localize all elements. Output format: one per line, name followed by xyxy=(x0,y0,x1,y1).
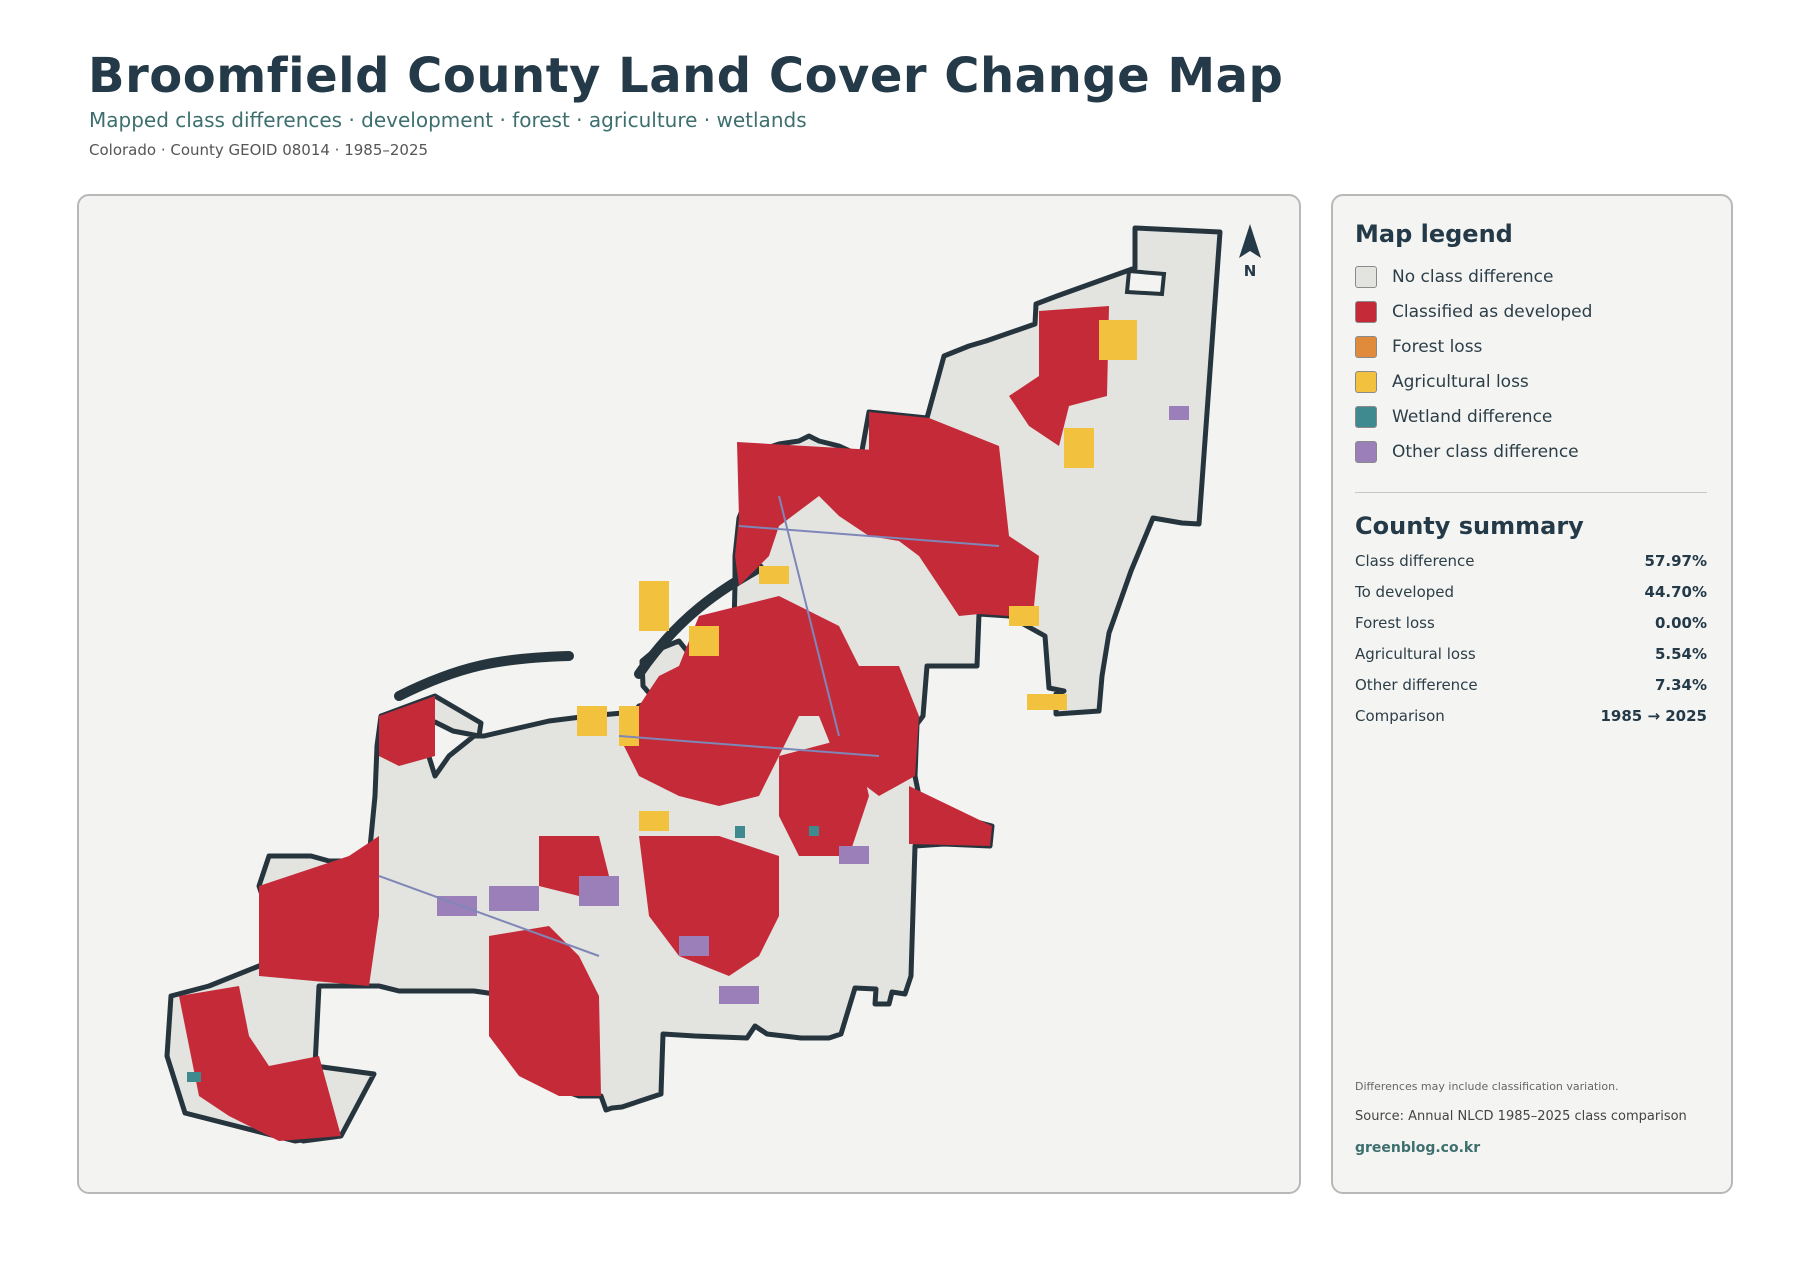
summary-value: 5.54% xyxy=(1654,645,1707,663)
north-arrow-icon xyxy=(1239,224,1261,258)
summary-label: Class difference xyxy=(1355,552,1475,570)
north-label: N xyxy=(1244,262,1257,280)
summary-row-forest-loss: Forest loss 0.00% xyxy=(1355,614,1707,634)
summary-value: 1985 → 2025 xyxy=(1600,707,1707,725)
legend-swatch xyxy=(1355,301,1377,323)
north-arrow: N xyxy=(1239,224,1261,280)
summary-value: 7.34% xyxy=(1654,676,1707,694)
page-meta: Colorado · County GEOID 08014 · 1985–202… xyxy=(89,141,429,159)
legend-swatch xyxy=(1355,441,1377,463)
summary-row-other-difference: Other difference 7.34% xyxy=(1355,676,1707,696)
summary-label: To developed xyxy=(1355,583,1455,601)
summary-label: Agricultural loss xyxy=(1355,645,1476,663)
legend-label: Other class difference xyxy=(1392,442,1579,462)
map-panel[interactable]: N xyxy=(77,194,1301,1194)
other-difference-areas xyxy=(437,406,1189,1004)
legend-swatch xyxy=(1355,266,1377,288)
legend-label: Forest loss xyxy=(1392,337,1483,357)
summary-label: Forest loss xyxy=(1355,614,1435,632)
summary-row-comparison: Comparison 1985 → 2025 xyxy=(1355,707,1707,727)
legend-swatch xyxy=(1355,406,1377,428)
developed-areas xyxy=(179,306,1109,1141)
summary-row-class-difference: Class difference 57.97% xyxy=(1355,552,1707,572)
summary-value: 57.97% xyxy=(1644,552,1707,570)
summary-label: Comparison xyxy=(1355,707,1445,725)
page-title: Broomfield County Land Cover Change Map xyxy=(88,48,1284,104)
roads xyxy=(378,495,1000,957)
summary-title: County summary xyxy=(1355,512,1584,540)
legend-title: Map legend xyxy=(1355,220,1513,248)
side-panel: Map legend No class difference Classifie… xyxy=(1331,194,1733,1194)
footnote: Differences may include classification v… xyxy=(1355,1080,1619,1093)
source-credit: Source: Annual NLCD 1985–2025 class comp… xyxy=(1355,1109,1687,1124)
site-link[interactable]: greenblog.co.kr xyxy=(1355,1140,1481,1156)
legend-label: No class difference xyxy=(1392,267,1554,287)
legend-label: Classified as developed xyxy=(1392,302,1593,322)
legend-swatch xyxy=(1355,371,1377,393)
panel-divider xyxy=(1355,492,1707,493)
summary-value: 44.70% xyxy=(1644,583,1707,601)
summary-value: 0.00% xyxy=(1654,614,1707,632)
county-map[interactable]: N xyxy=(79,196,1301,1194)
legend-label: Agricultural loss xyxy=(1392,372,1529,392)
county-notch xyxy=(1124,268,1167,297)
summary-label: Other difference xyxy=(1355,676,1478,694)
legend-label: Wetland difference xyxy=(1392,407,1553,427)
summary-row-to-developed: To developed 44.70% xyxy=(1355,583,1707,603)
summary-row-agricultural-loss: Agricultural loss 5.54% xyxy=(1355,645,1707,665)
wetland-areas xyxy=(187,826,819,1082)
agricultural-loss-areas xyxy=(577,320,1137,831)
legend-swatch xyxy=(1355,336,1377,358)
page-subtitle: Mapped class differences · development ·… xyxy=(89,108,807,132)
